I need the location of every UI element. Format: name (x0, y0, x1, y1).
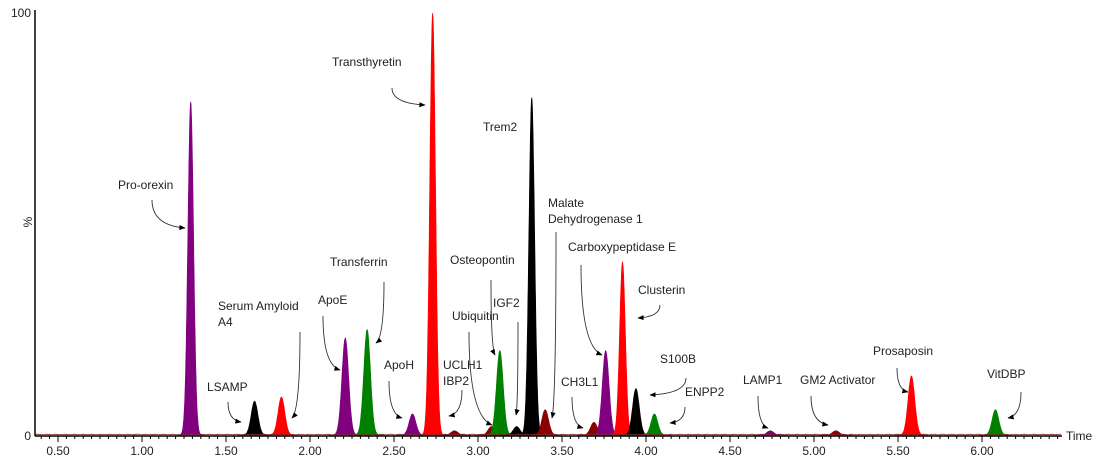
peak-label-text: UCLH1 IBP2 (443, 358, 483, 388)
label-arrow (571, 396, 584, 429)
peak-label: Clusterin (637, 283, 685, 321)
label-arrow (151, 199, 186, 231)
peak-label: Transferrin (330, 255, 388, 344)
label-arrow (448, 389, 463, 418)
peak-label: CH3L1 (561, 375, 599, 429)
peak-label: Ubiquitin (452, 309, 499, 426)
peak-label: ApoH (384, 358, 414, 419)
label-arrow (388, 380, 403, 419)
peak-label-text: Malate Dehydrogenase 1 (548, 196, 643, 226)
x-tick-label: 2.00 (298, 444, 322, 458)
label-arrow (514, 321, 520, 416)
peak-label: Prosaposin (873, 344, 933, 394)
peak-label-text: LAMP1 (743, 373, 783, 387)
label-arrow (637, 304, 661, 321)
peak-label: Serum Amyloid A4 (218, 299, 301, 419)
peak-label: Osteopontin (450, 253, 515, 356)
peak-label-text: GM2 Activator (800, 373, 875, 387)
peak-label: VitDBP (987, 367, 1025, 420)
label-arrow (896, 367, 909, 394)
peak-label-text: Ubiquitin (452, 309, 499, 323)
label-arrow (468, 331, 493, 426)
peak-transferrin (350, 328, 384, 436)
peak-label-text: Trem2 (483, 120, 518, 134)
label-arrow (649, 377, 687, 398)
peak-label: IGF2 (493, 296, 520, 416)
peak-label: LAMP1 (743, 373, 783, 429)
peak-label: Carboxypeptidase E (568, 240, 676, 356)
peak-lamp1 (753, 430, 788, 436)
peaks-layer (34, 12, 1062, 436)
label-arrow (669, 406, 686, 425)
x-tick-label: 1.00 (130, 444, 154, 458)
label-arrow (757, 395, 769, 429)
peak-label: ApoE (318, 293, 347, 371)
peak-label-text: Prosaposin (873, 344, 933, 358)
x-tick-label: 1.50 (214, 444, 238, 458)
peak-label-text: Pro-orexin (118, 178, 173, 192)
peak-label-text: Clusterin (638, 283, 685, 297)
peak-label-text: S100B (660, 352, 696, 366)
peak-label: Transthyretin (332, 55, 426, 108)
x-ticks: 0.50 1.00 1.50 2.00 2.50 3.00 3.50 4.00 4.50 5.00… (40, 436, 1059, 458)
peak-label: Trem2 (483, 120, 518, 134)
label-arrow (291, 331, 301, 419)
x-tick-label: 0.50 (46, 444, 70, 458)
peak-label: GM2 Activator (800, 373, 875, 427)
x-tick-label: 6.00 (970, 444, 994, 458)
x-tick-label: 2.50 (382, 444, 406, 458)
peak-label: LSAMP (207, 380, 248, 424)
label-arrow (1007, 391, 1022, 420)
x-tick-label: 4.50 (718, 444, 742, 458)
peak-label-text: Transferrin (330, 255, 388, 269)
peak-label-text: ApoE (318, 293, 347, 307)
label-arrow (550, 231, 557, 419)
x-tick-label: 3.00 (466, 444, 490, 458)
peak-label: Malate Dehydrogenase 1 (548, 196, 643, 419)
peak-labels: Pro-orexin LSAMP Serum Amyloid A4 ApoE Transf… (118, 55, 1025, 429)
x-tick-label: 5.00 (802, 444, 826, 458)
peak-label-text: Carboxypeptidase E (568, 240, 676, 254)
peak-label-text: LSAMP (207, 380, 248, 394)
peak-vitdbp (978, 409, 1013, 436)
baseline (34, 433, 1062, 436)
label-arrow (580, 264, 603, 356)
peak-pro-orexin (176, 101, 205, 436)
peak-label-text: CH3L1 (561, 375, 599, 389)
peak-label: Pro-orexin (118, 178, 186, 231)
peak-label-text: ApoH (384, 358, 414, 372)
peak-label-text: Transthyretin (332, 55, 402, 69)
peak-label-text: VitDBP (987, 367, 1025, 381)
x-axis-label: Time (1066, 429, 1093, 443)
peak-label-text: ENPP2 (685, 385, 725, 399)
peak-label-text: Osteopontin (450, 253, 515, 267)
peak-label: UCLH1 IBP2 (443, 358, 483, 418)
peak-apoe (328, 337, 363, 436)
label-arrow (322, 315, 341, 371)
peak-label-text: IGF2 (493, 296, 520, 310)
peak-label: S100B (649, 352, 696, 398)
y-tick-0: 0 (24, 429, 31, 443)
peak-lsamp (237, 400, 272, 436)
label-arrow (490, 279, 496, 356)
label-arrow (810, 395, 829, 427)
peak-label-text: Serum Amyloid A4 (218, 299, 299, 329)
peak-label: ENPP2 (669, 385, 725, 425)
label-arrow (227, 401, 242, 424)
x-tick-label: 4.00 (634, 444, 658, 458)
peak-trem2 (517, 97, 547, 436)
x-tick-label: 3.50 (550, 444, 574, 458)
x-tick-label: 5.50 (886, 444, 910, 458)
y-tick-100: 100 (11, 6, 31, 20)
label-arrow (375, 281, 385, 344)
label-arrow (391, 87, 426, 108)
y-axis-label: % (21, 216, 35, 227)
